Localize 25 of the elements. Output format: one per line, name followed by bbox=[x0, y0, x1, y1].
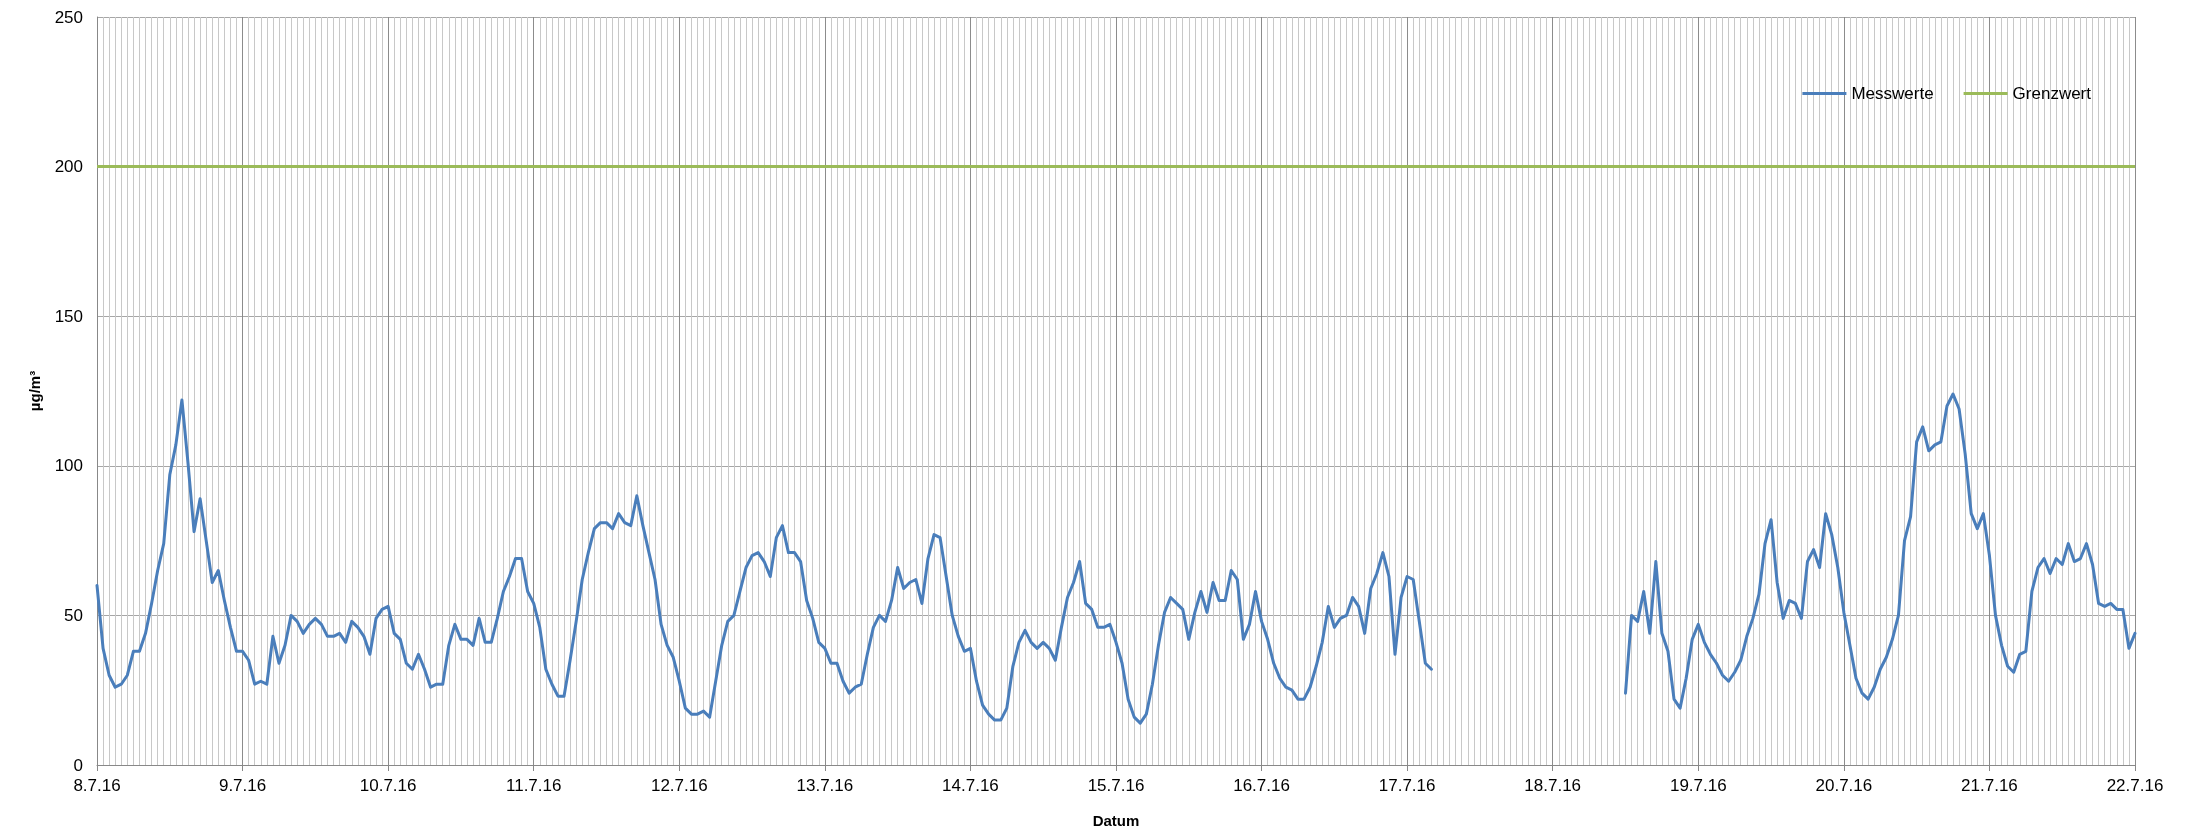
x-tick-label: 10.7.16 bbox=[359, 776, 417, 795]
x-tick-label: 14.7.16 bbox=[942, 776, 999, 795]
x-tick-label: 20.7.16 bbox=[1815, 776, 1873, 795]
x-tick-label: 13.7.16 bbox=[796, 776, 854, 795]
y-axis-title: µg/m³ bbox=[26, 370, 43, 412]
legend-label: Messwerte bbox=[1851, 84, 1934, 103]
x-tick-label: 19.7.16 bbox=[1669, 776, 1727, 795]
x-tick-label: 16.7.16 bbox=[1233, 776, 1290, 795]
x-tick-label: 15.7.16 bbox=[1087, 776, 1145, 795]
y-tick-label: 150 bbox=[54, 306, 83, 326]
legend-label: Grenzwert bbox=[2012, 84, 2092, 103]
y-tick-label: 250 bbox=[54, 7, 83, 27]
x-tick-label: 22.7.16 bbox=[2106, 776, 2164, 795]
x-tick-label: 17.7.16 bbox=[1378, 776, 1436, 795]
x-tick-label: 8.7.16 bbox=[73, 776, 121, 795]
x-tick-label: 11.7.16 bbox=[505, 776, 562, 795]
y-tick-label: 200 bbox=[54, 157, 83, 177]
x-tick-label: 9.7.16 bbox=[218, 776, 267, 795]
y-tick-label: 0 bbox=[73, 755, 83, 775]
x-tick-label: 18.7.16 bbox=[1524, 776, 1582, 795]
x-tick-label: 12.7.16 bbox=[650, 776, 708, 795]
y-tick-label: 50 bbox=[64, 605, 83, 625]
x-tick-label: 21.7.16 bbox=[1961, 776, 2018, 795]
x-axis-title: Datum bbox=[1092, 812, 1140, 829]
y-tick-label: 100 bbox=[54, 456, 83, 476]
